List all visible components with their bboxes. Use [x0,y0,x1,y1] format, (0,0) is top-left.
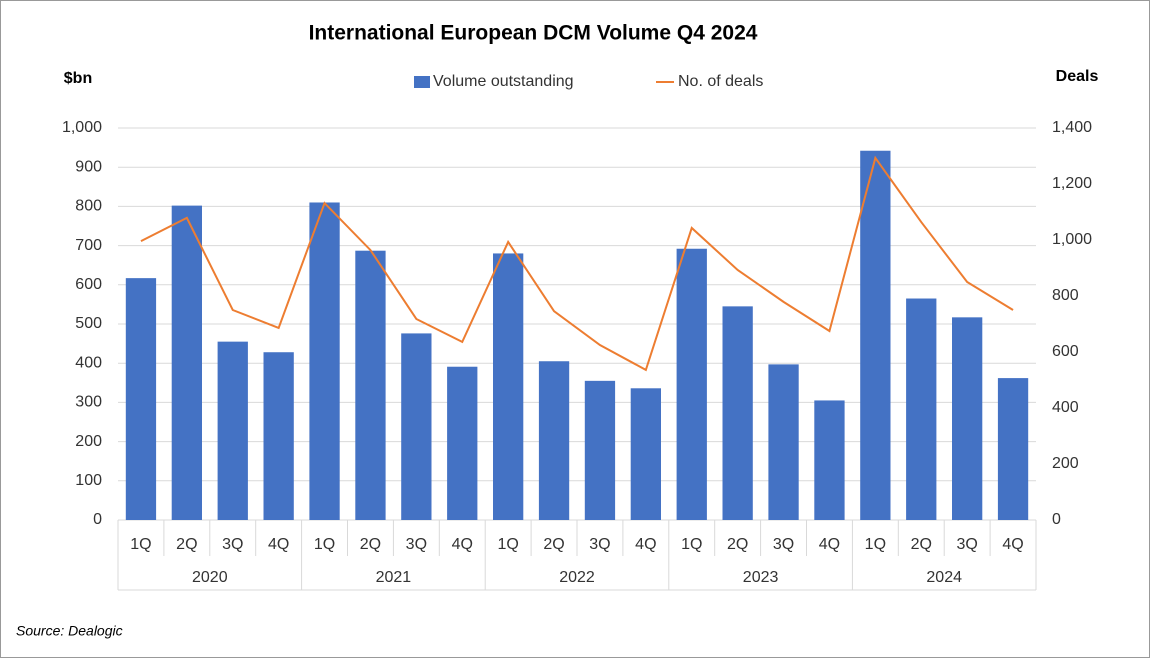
bar [355,250,386,521]
x-tick-label: 3Q [406,536,427,553]
bar [952,317,983,520]
x-group-label: 2024 [926,569,962,586]
y-tick-label: 700 [75,237,102,254]
bar [538,361,570,520]
y2-tick-label: 600 [1052,343,1079,360]
line [140,155,1014,372]
bar [722,306,753,520]
y-tick-label: 900 [75,158,102,175]
bar [263,352,294,520]
x-group-label: 2021 [376,569,412,586]
x-tick-label: 4Q [635,536,656,553]
bar [447,366,478,520]
legend-label: No. of deals [678,73,763,90]
y-tick-label: 0 [93,511,102,528]
y-tick-label: 300 [75,394,102,411]
x-tick-label: 3Q [589,536,610,553]
x-tick-label: 3Q [773,536,794,553]
legend-label: Volume outstanding [433,73,574,90]
bar [171,205,202,520]
y2-tick-label: 1,400 [1052,119,1092,136]
x-tick-label: 4Q [268,536,289,553]
x-tick-label: 4Q [1002,536,1023,553]
y2-tick-label: 200 [1052,455,1079,472]
bar [493,253,524,520]
y-tick-label: 200 [75,433,102,450]
y2-tick-label: 400 [1052,399,1079,416]
x-tick-label: 1Q [497,536,518,553]
x-tick-label: 1Q [314,536,335,553]
x-tick-label: 2Q [360,536,381,553]
bar [906,298,937,520]
chart-title: International European DCM Volume Q4 202… [309,22,758,45]
x-tick-label: 4Q [819,536,840,553]
x-tick-label: 2Q [176,536,197,553]
bar [309,202,340,521]
x-tick-label: 1Q [681,536,702,553]
y2-tick-label: 0 [1052,511,1061,528]
y-tick-label: 500 [75,315,102,332]
x-tick-label: 3Q [222,536,243,553]
x-tick-label: 2Q [911,536,932,553]
y-axis-title: $bn [64,70,92,87]
y-tick-label: 600 [75,276,102,293]
y2-tick-label: 1,200 [1052,175,1092,192]
x-group-label: 2023 [743,569,779,586]
bar [676,248,707,520]
y-tick-label: 100 [75,472,102,489]
y-tick-label: 1,000 [62,119,102,136]
bar [217,341,248,520]
x-group-label: 2020 [192,569,228,586]
x-group-label: 2022 [559,569,595,586]
source-note: Source: Dealogic [16,623,123,639]
y2-axis-title: Deals [1056,68,1099,85]
x-tick-label: 1Q [130,536,151,553]
x-tick-label: 2Q [727,536,748,553]
bar [768,364,799,520]
bar [125,278,157,520]
bar [401,333,432,520]
y2-tick-label: 800 [1052,287,1079,304]
bar [860,150,891,520]
x-tick-label: 1Q [865,536,886,553]
bar [997,378,1029,520]
x-tick-label: 2Q [543,536,564,553]
bar [630,388,661,520]
x-tick-label: 3Q [956,536,977,553]
bar [814,400,845,520]
legend-swatch [414,76,430,88]
bar [584,380,616,520]
y-tick-label: 800 [75,198,102,215]
y-tick-label: 400 [75,354,102,371]
x-tick-label: 4Q [452,536,473,553]
y2-tick-label: 1,000 [1052,231,1092,248]
